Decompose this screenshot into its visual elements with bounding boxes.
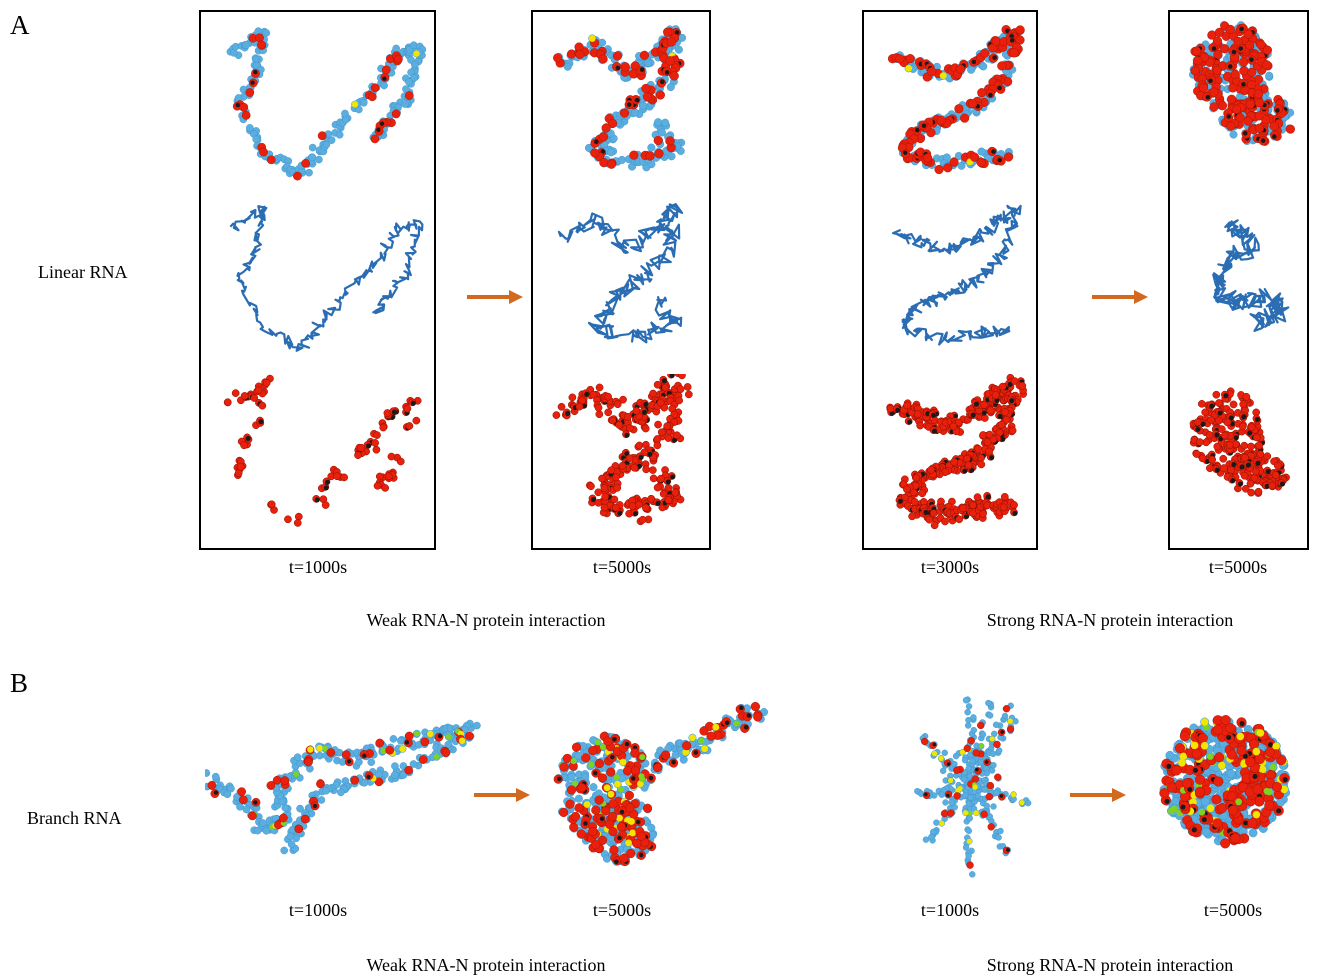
time-label: t=1000s (920, 900, 980, 920)
panel-label-a: A (10, 10, 30, 40)
time-progression-arrow (467, 290, 523, 304)
time-label: t=3000s (920, 557, 980, 577)
n-protein-cluster-view (886, 374, 1027, 530)
panel-label-b: B (10, 668, 29, 698)
group-label-strong: Strong RNA-N protein interaction (986, 955, 1234, 975)
n-protein-cluster-view (552, 374, 693, 526)
linear-rna-backbone-trace (891, 204, 1022, 346)
linear-rna-complex-bead-model (226, 27, 427, 181)
frame-a-strong-t5000 (1168, 10, 1309, 550)
time-label: t=1000s (288, 900, 348, 920)
frame-a-weak-t1000 (199, 10, 436, 550)
branch-rna-complex-bead-model (914, 696, 1032, 878)
group-label-weak: Weak RNA-N protein interaction (366, 610, 606, 630)
time-progression-arrow (1070, 788, 1126, 802)
row-label-linear-rna: Linear RNA (38, 262, 128, 282)
linear-rna-complex-bead-model (887, 25, 1025, 175)
linear-rna-backbone-trace (557, 203, 684, 344)
linear-rna-backbone-trace (229, 205, 424, 352)
time-label: t=1000s (288, 557, 348, 577)
linear-rna-complex-bead-model (1189, 21, 1295, 146)
time-label: t=5000s (1208, 557, 1268, 577)
linear-rna-complex-bead-model (553, 25, 687, 172)
branch-rna-complex-bead-model (205, 719, 481, 855)
row-label-branch-rna: Branch RNA (27, 808, 122, 828)
group-label-strong: Strong RNA-N protein interaction (986, 610, 1234, 630)
n-protein-cluster-view (223, 374, 422, 527)
frame-a-weak-t5000 (531, 10, 711, 550)
time-progression-arrow (474, 788, 530, 802)
n-protein-cluster-view (1189, 387, 1290, 497)
time-label: t=5000s (592, 900, 652, 920)
branch-rna-complex-bead-model (1159, 715, 1291, 849)
time-progression-arrow (1092, 290, 1148, 304)
branch-rna-complex-bead-model (553, 701, 768, 867)
time-label: t=5000s (592, 557, 652, 577)
time-label: t=5000s (1203, 900, 1263, 920)
frame-a-strong-t3000 (862, 10, 1038, 550)
linear-rna-backbone-trace (1212, 219, 1290, 332)
group-label-weak: Weak RNA-N protein interaction (366, 955, 606, 975)
